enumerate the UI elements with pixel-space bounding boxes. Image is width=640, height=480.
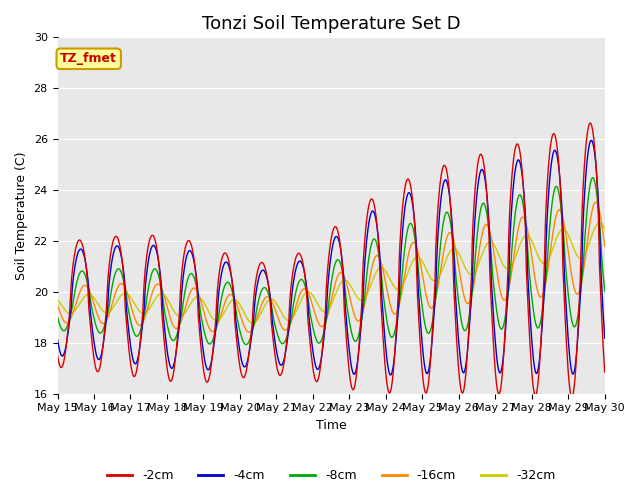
X-axis label: Time: Time xyxy=(316,419,346,432)
Text: TZ_fmet: TZ_fmet xyxy=(60,52,117,65)
Title: Tonzi Soil Temperature Set D: Tonzi Soil Temperature Set D xyxy=(202,15,460,33)
Y-axis label: Soil Temperature (C): Soil Temperature (C) xyxy=(15,151,28,280)
Legend: -2cm, -4cm, -8cm, -16cm, -32cm: -2cm, -4cm, -8cm, -16cm, -32cm xyxy=(102,464,560,480)
